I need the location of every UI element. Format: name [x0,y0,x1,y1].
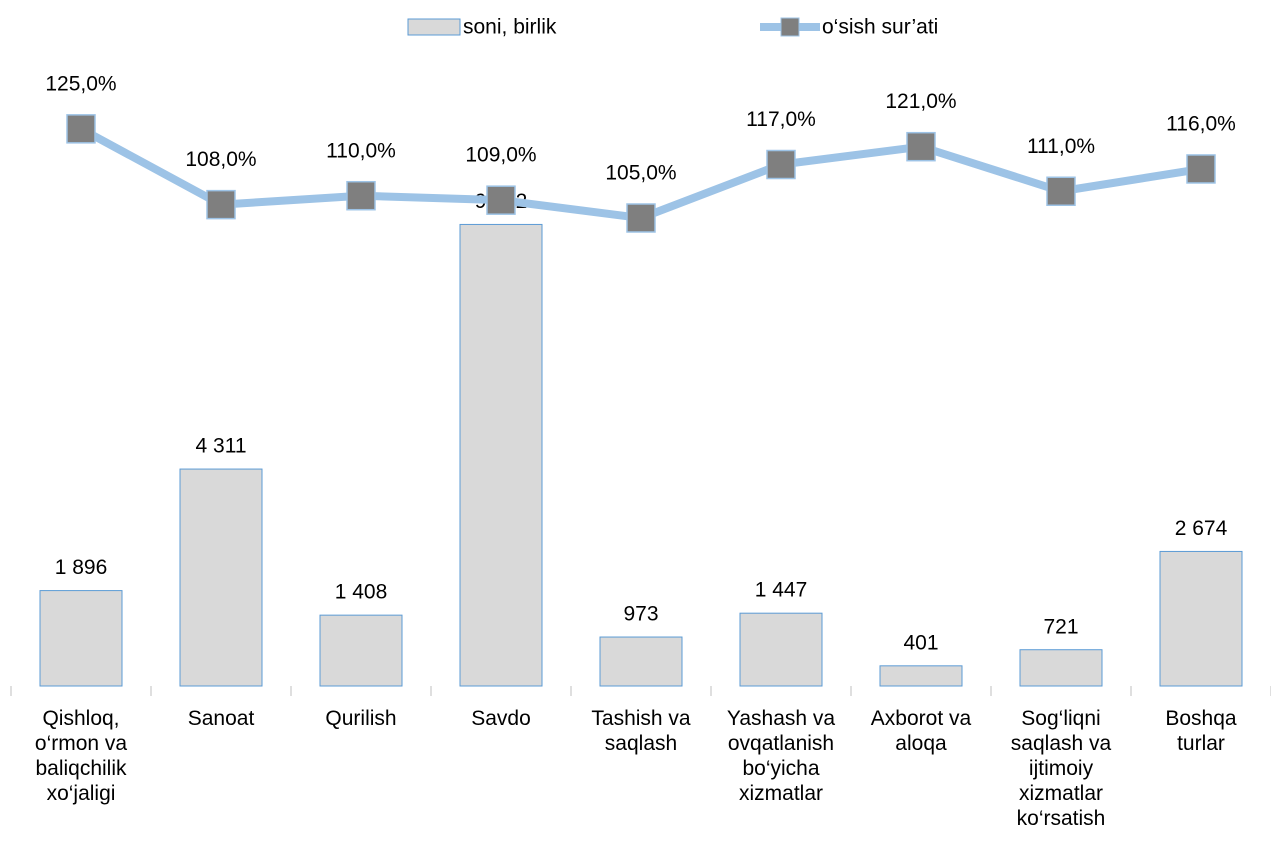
marker [66,114,96,144]
bar [599,636,683,687]
marker [766,149,796,180]
marker [906,131,936,162]
line-label: 116,0% [1166,113,1236,136]
line-label: 109,0% [465,144,536,167]
bar-label: 401 [903,631,938,654]
bar-label: 1 408 [335,581,388,604]
bar-label: 721 [1043,615,1078,638]
x-tick-label: Tashish va saqlash [591,707,691,755]
bar [879,665,963,687]
x-tick-label: Sanoat [187,707,255,730]
x-tick-label: Yashash va ovqatlanish bo‘yicha xizmatla… [726,707,836,805]
bar [1019,649,1103,687]
bar [1159,550,1243,687]
legend-label: o‘sish sur’ati [822,16,938,39]
x-tick-label: Sog‘liqni saqlash va ijtimoiy xizmatlar … [1010,707,1112,830]
line-label: 125,0% [45,72,116,95]
marker [1046,176,1076,207]
bar-label: 4 311 [196,435,247,458]
bar-label: 973 [623,603,658,626]
x-tick-label: Qishloq, o‘rmon va baliqchilik xo‘jaligi [34,707,128,805]
line-label: 108,0% [185,148,256,171]
line-label: 105,0% [605,162,676,185]
legend-label: soni, birlik [463,16,557,39]
marker [206,189,236,220]
bar-label: 2 674 [1175,517,1228,540]
x-tick-label: Boshqa turlar [1165,707,1237,755]
marker [1186,154,1216,184]
bar-label: 1 896 [55,556,108,579]
bar [179,468,263,687]
bar [319,614,403,687]
line-label: 110,0% [326,139,396,162]
x-tick-label: Qurilish [325,707,397,730]
line-label: 117,0% [746,108,816,131]
line-label: 111,0% [1027,135,1095,158]
line-label: 121,0% [885,90,956,113]
legend-marker [780,17,800,37]
marker [626,203,656,233]
marker [486,185,516,215]
x-tick-label: Savdo [471,707,531,730]
x-tick-label: Axborot va aloqa [870,707,972,755]
bar-label: 1 447 [755,579,808,602]
marker [346,180,376,211]
legend-swatch [407,18,461,36]
bar [39,590,123,687]
bar [739,612,823,687]
bar [459,223,543,687]
